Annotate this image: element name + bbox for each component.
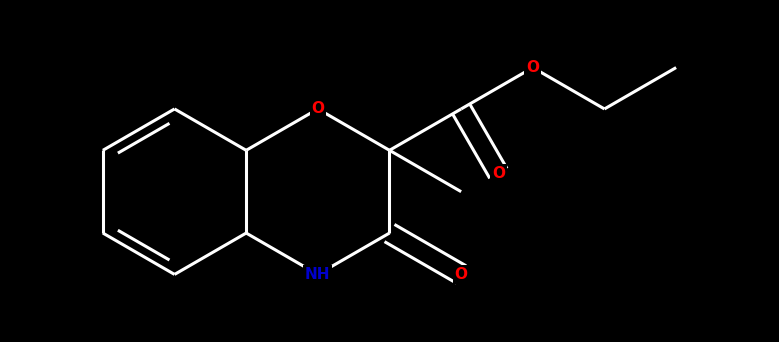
Text: O: O [312,102,324,116]
Text: O: O [527,60,539,75]
Text: O: O [455,267,467,282]
Text: NH: NH [305,267,330,282]
Text: O: O [492,166,505,181]
